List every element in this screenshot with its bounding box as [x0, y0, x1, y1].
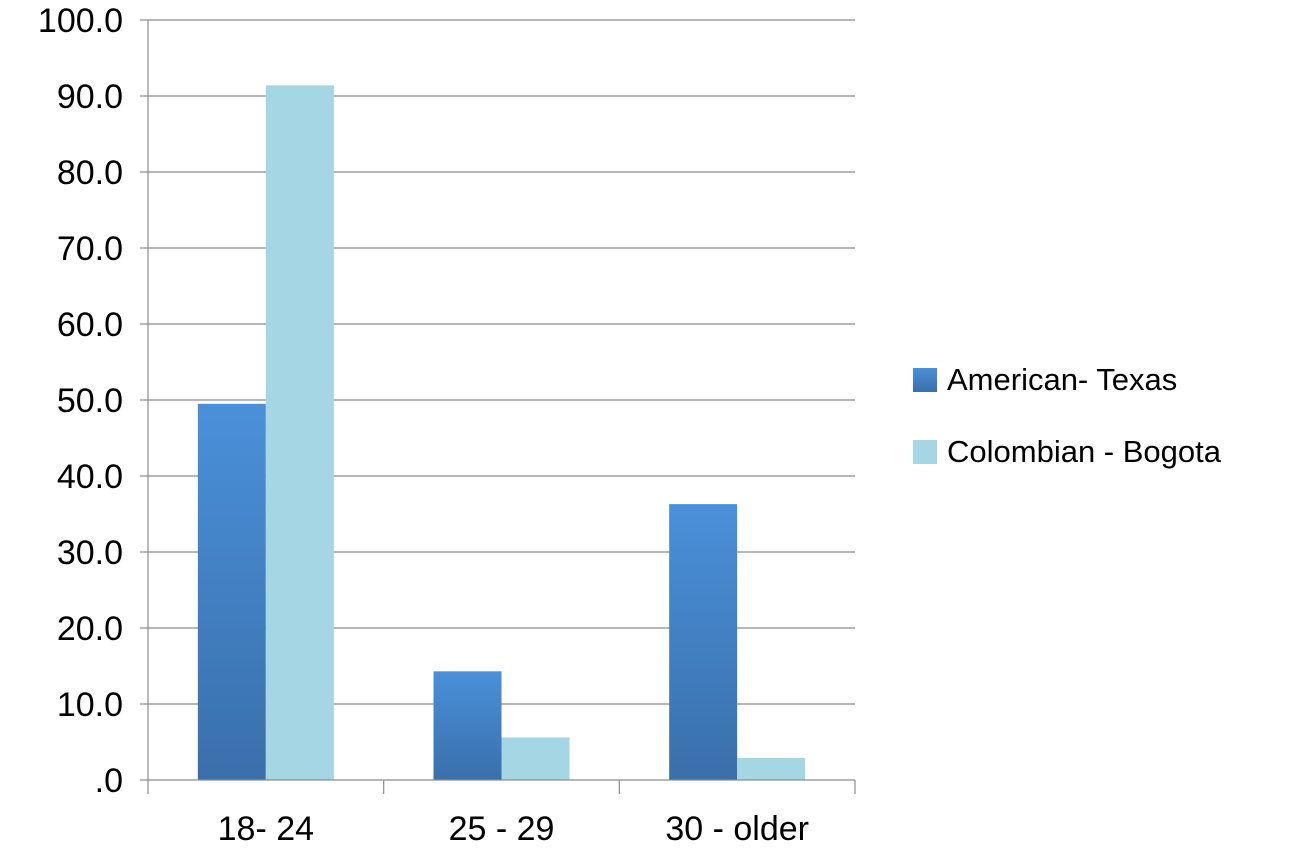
legend-swatch [913, 440, 937, 464]
x-tick-label: 30 - older [665, 810, 809, 848]
y-tick-label: 80.0 [57, 154, 123, 192]
y-tick-label: 40.0 [57, 458, 123, 496]
y-tick-label: .0 [95, 762, 123, 800]
y-tick-label: 50.0 [57, 382, 123, 420]
legend-label: Colombian - Bogota [947, 434, 1221, 469]
x-tick-label: 18- 24 [218, 810, 314, 848]
legend-label: American- Texas [947, 362, 1178, 397]
y-tick-label: 60.0 [57, 306, 123, 344]
legend: American- Texas Colombian - Bogota [913, 362, 1221, 506]
y-tick-label: 10.0 [57, 686, 123, 724]
bar-colombian-bogota [501, 737, 570, 780]
y-tick-label: 20.0 [57, 610, 123, 648]
legend-item-american-texas: American- Texas [913, 362, 1221, 398]
bar-american-texas [433, 671, 502, 780]
y-tick-label: 30.0 [57, 534, 123, 572]
bar-colombian-bogota [265, 85, 334, 781]
legend-swatch [913, 368, 937, 392]
bar-colombian-bogota [737, 757, 806, 780]
y-tick-label: 100.0 [38, 2, 123, 40]
y-tick-label: 70.0 [57, 230, 123, 268]
bar-american-texas [197, 403, 266, 780]
y-tick-label: 90.0 [57, 78, 123, 116]
legend-item-colombian-bogota: Colombian - Bogota [913, 434, 1221, 470]
bar-american-texas [669, 504, 738, 780]
x-tick-label: 25 - 29 [449, 810, 555, 848]
